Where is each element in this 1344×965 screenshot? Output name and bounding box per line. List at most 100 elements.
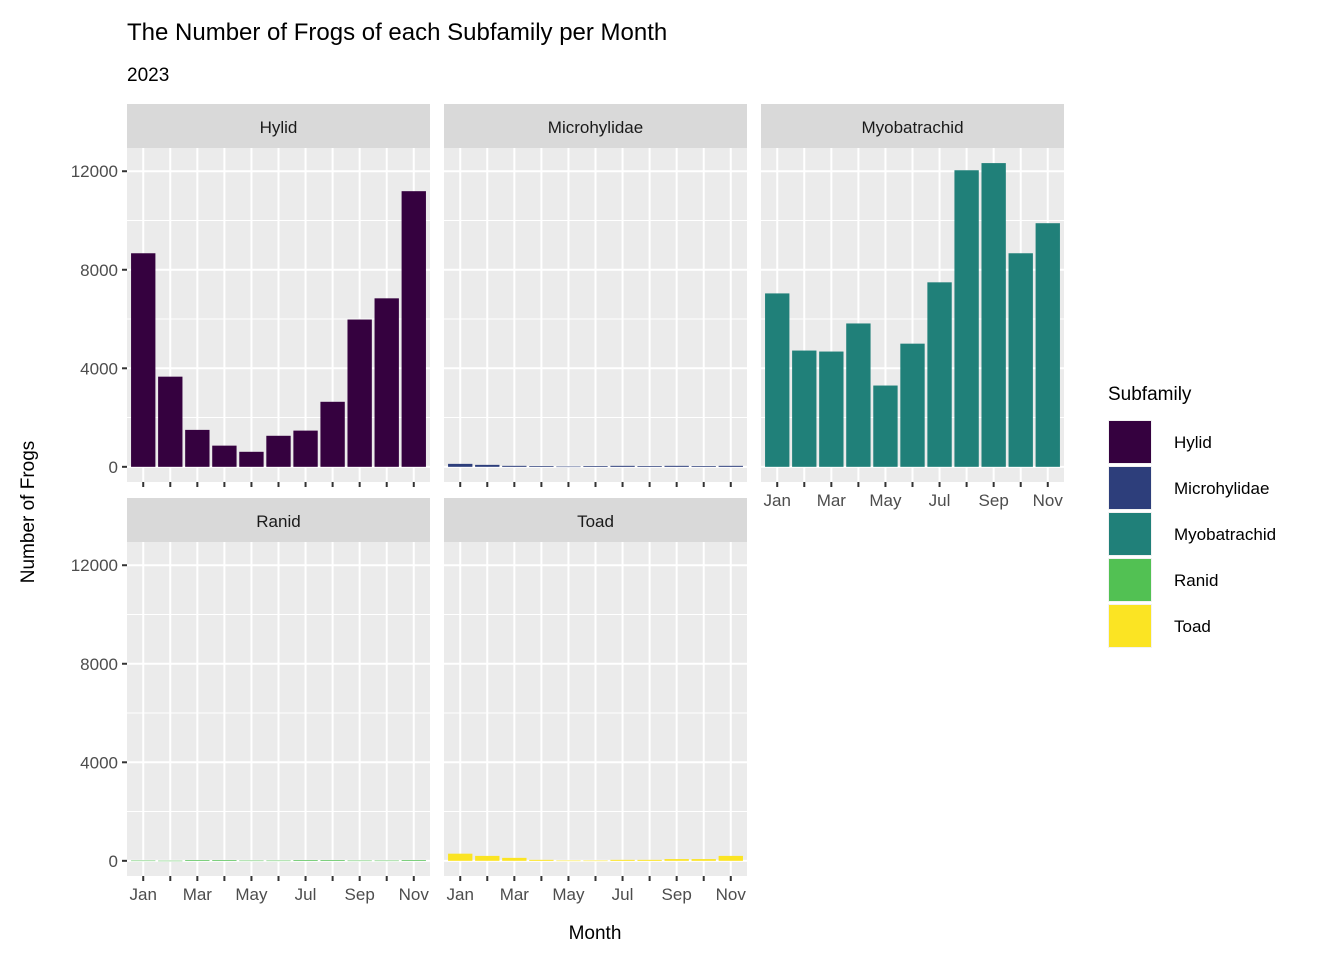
- bar-toad-feb: [475, 855, 500, 861]
- bar-ranid-oct: [374, 860, 399, 862]
- legend-label: Microhylidae: [1174, 479, 1269, 498]
- x-tick-label: Mar: [817, 491, 847, 510]
- facet-panel-hylid: Hylid 0 4000 8000 12000: [71, 104, 430, 487]
- facet-strip: [127, 498, 430, 542]
- bar-microhylidae-nov: [718, 465, 743, 467]
- legend-swatch: [1109, 421, 1151, 463]
- y-tick-label: 8000: [80, 655, 118, 674]
- bar-toad-oct: [691, 859, 716, 861]
- legend-swatch: [1109, 513, 1151, 555]
- bar-ranid-jan: [131, 860, 156, 862]
- y-tick-label: 4000: [80, 359, 118, 378]
- x-tick-label: Sep: [345, 885, 375, 904]
- x-tick-label: Jul: [295, 885, 317, 904]
- bar-myobatrachid-oct: [1008, 253, 1033, 467]
- legend-label: Ranid: [1174, 571, 1218, 590]
- bar-hylid-may: [239, 451, 264, 467]
- bar-toad-jul: [610, 859, 635, 861]
- x-tick-label: Jan: [447, 885, 474, 904]
- x-tick-label: Sep: [662, 885, 692, 904]
- legend-swatch: [1109, 559, 1151, 601]
- legend-item-hylid: Hylid: [1108, 420, 1212, 464]
- y-tick-label: 0: [109, 458, 118, 477]
- bar-toad-may: [556, 860, 581, 862]
- legend-item-microhylidae: Microhylidae: [1108, 466, 1269, 510]
- x-tick-label: Jan: [130, 885, 157, 904]
- bar-myobatrachid-aug: [954, 170, 979, 467]
- bar-hylid-apr: [212, 445, 237, 467]
- y-tick-label: 4000: [80, 753, 118, 772]
- bar-myobatrachid-mar: [819, 351, 844, 467]
- bar-hylid-feb: [158, 376, 183, 467]
- bar-ranid-mar: [185, 860, 210, 861]
- x-tick-label: Nov: [1033, 491, 1064, 510]
- bar-toad-apr: [529, 859, 554, 861]
- facet-panel-microhylidae: Microhylidae: [444, 104, 747, 487]
- x-tick-label: May: [235, 885, 268, 904]
- y-tick-label: 0: [109, 852, 118, 871]
- x-tick-label: Mar: [500, 885, 530, 904]
- bar-hylid-sep: [347, 319, 372, 467]
- bar-myobatrachid-apr: [846, 323, 871, 467]
- facet-strip-label: Hylid: [260, 118, 298, 137]
- bar-ranid-feb: [158, 860, 183, 862]
- legend-label: Toad: [1174, 617, 1211, 636]
- bar-hylid-jun: [266, 435, 291, 467]
- legend-label: Hylid: [1174, 433, 1212, 452]
- bar-microhylidae-mar: [502, 465, 527, 467]
- facet-strip-label: Myobatrachid: [861, 118, 963, 137]
- x-tick-label: Nov: [716, 885, 747, 904]
- bar-microhylidae-sep: [664, 465, 689, 467]
- bar-hylid-jul: [293, 430, 318, 467]
- bar-microhylidae-oct: [691, 466, 716, 467]
- facet-panel-ranid: Ranid 0 4000 8000 12000 Jan Mar May Jul Sep Nov: [71, 498, 430, 904]
- chart-title: The Number of Frogs of each Subfamily pe…: [127, 19, 667, 46]
- bar-toad-jan: [448, 853, 473, 861]
- legend-item-ranid: Ranid: [1108, 558, 1218, 602]
- facet-strip-label: Ranid: [256, 512, 300, 531]
- x-tick-label: May: [869, 491, 902, 510]
- facet-panel-toad: Toad Jan Mar May Jul Sep Nov: [444, 498, 747, 904]
- bar-hylid-oct: [374, 298, 399, 467]
- bar-ranid-jun: [266, 860, 291, 862]
- facet-strip: [127, 104, 430, 148]
- bar-microhylidae-jun: [583, 466, 608, 467]
- x-tick-label: Sep: [979, 491, 1009, 510]
- bar-toad-mar: [502, 857, 527, 861]
- bar-microhylidae-feb: [475, 464, 500, 467]
- bar-hylid-jan: [131, 253, 156, 467]
- bar-ranid-nov: [401, 860, 426, 861]
- bar-microhylidae-jan: [448, 463, 473, 467]
- bar-microhylidae-may: [556, 466, 581, 468]
- legend-item-myobatrachid: Myobatrachid: [1108, 512, 1276, 556]
- bar-myobatrachid-sep: [981, 163, 1006, 467]
- y-tick-label: 8000: [80, 261, 118, 280]
- facet-panel-myobatrachid: Myobatrachid Jan Mar May Jul Sep Nov: [761, 104, 1064, 510]
- bar-toad-jun: [583, 860, 608, 862]
- y-tick-label: 12000: [71, 162, 118, 181]
- chart-subtitle: 2023: [127, 65, 169, 86]
- x-tick-label: Mar: [183, 885, 213, 904]
- bar-toad-aug: [637, 859, 662, 861]
- bar-myobatrachid-jun: [900, 343, 925, 467]
- bar-ranid-may: [239, 860, 264, 862]
- bar-toad-nov: [718, 855, 743, 861]
- bar-ranid-sep: [347, 860, 372, 862]
- facet-strip-label: Microhylidae: [548, 118, 643, 137]
- legend-label: Myobatrachid: [1174, 525, 1276, 544]
- bar-myobatrachid-jul: [927, 282, 952, 467]
- x-tick-label: May: [552, 885, 585, 904]
- bar-ranid-aug: [320, 860, 345, 861]
- bar-microhylidae-apr: [529, 466, 554, 467]
- legend-swatch: [1109, 467, 1151, 509]
- bar-hylid-mar: [185, 429, 210, 467]
- bar-ranid-apr: [212, 860, 237, 861]
- legend-title: Subfamily: [1108, 384, 1192, 405]
- y-axis-title: Number of Frogs: [18, 441, 39, 584]
- bar-ranid-jul: [293, 860, 318, 861]
- legend-swatch: [1109, 605, 1151, 647]
- bar-microhylidae-aug: [637, 466, 662, 467]
- bar-toad-sep: [664, 859, 689, 861]
- bar-myobatrachid-nov: [1035, 223, 1060, 467]
